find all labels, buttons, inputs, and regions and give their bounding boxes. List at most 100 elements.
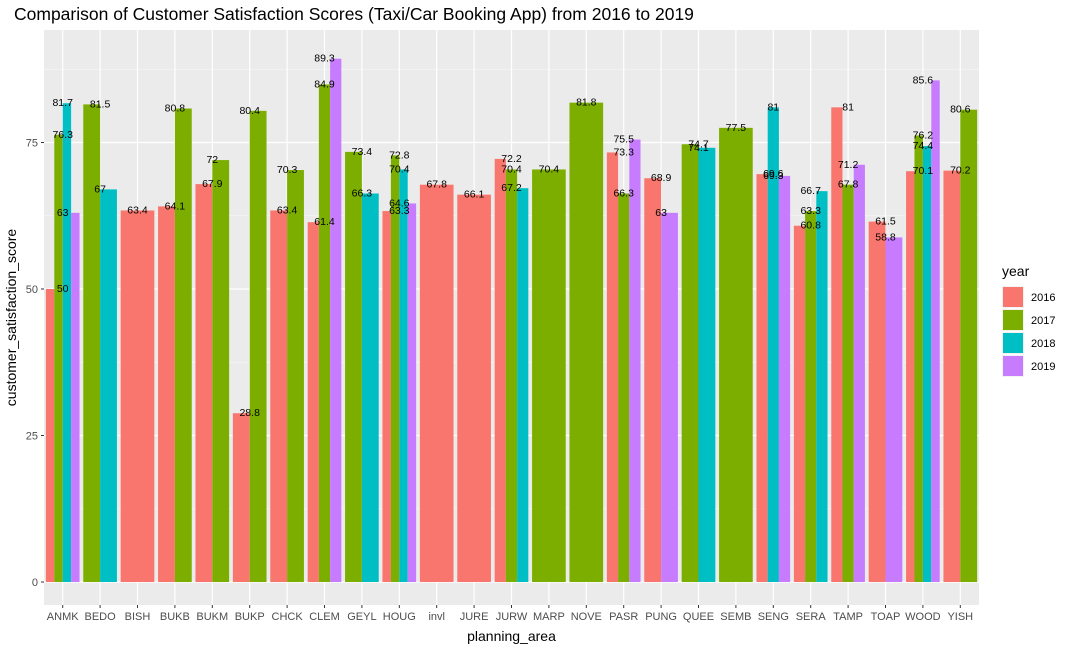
value-label-BEDO-2018: 67 bbox=[94, 183, 106, 195]
value-label-HOUG-2018: 70.4 bbox=[389, 163, 410, 175]
value-label-layer: 50 76.3 81.7 63 81.5 67 63.4 64.1 80.8 67.9 72 28.8… bbox=[52, 53, 970, 420]
bar-SENG-2016 bbox=[756, 174, 768, 583]
x-tick-label: SERA bbox=[796, 611, 827, 623]
value-label-SERA-2016: 60.8 bbox=[800, 220, 821, 232]
bar-CHCK-2016 bbox=[270, 210, 288, 582]
legend-swatch-2016 bbox=[1003, 287, 1023, 307]
legend: year 2016 2017 2018 2019 bbox=[1002, 263, 1055, 377]
y-axis-title: customer_satisfaction_score bbox=[3, 229, 19, 407]
value-label-QUEE-2018: 74.1 bbox=[688, 142, 709, 154]
value-label-ANMK-2019: 63 bbox=[57, 207, 69, 219]
bar-BUKP-2017 bbox=[249, 110, 267, 582]
bar-MARP-2017 bbox=[532, 169, 566, 582]
legend-swatch-2017 bbox=[1003, 310, 1023, 330]
x-tick-label: JURW bbox=[496, 611, 528, 623]
bar-YISH-2017 bbox=[960, 109, 978, 583]
bar-CLEM-2016 bbox=[307, 222, 319, 583]
value-label-GEYL-2017: 73.4 bbox=[352, 146, 373, 158]
value-label-TOAP-2016: 61.5 bbox=[875, 216, 896, 228]
bar-HOUG-2016 bbox=[382, 211, 391, 582]
value-label-SERA-2018: 66.7 bbox=[800, 185, 821, 197]
bar-QUEE-2017 bbox=[681, 144, 699, 582]
value-label-HOUG-2017: 72.8 bbox=[389, 149, 410, 161]
bar-GEYL-2017 bbox=[345, 151, 362, 582]
x-tick-label: MARP bbox=[533, 611, 565, 623]
x-tick-label: invl bbox=[428, 611, 445, 623]
value-label-TOAP-2019: 58.8 bbox=[875, 231, 896, 243]
value-label-CHCK-2016: 63.4 bbox=[277, 204, 298, 216]
value-label-SENG-2018: 81 bbox=[767, 101, 779, 113]
bar-BISH-2016 bbox=[120, 210, 155, 582]
value-label-BUKB-2016: 64.1 bbox=[165, 200, 186, 212]
x-tick-label: NOVE bbox=[571, 611, 602, 623]
bar-SERA-2016 bbox=[793, 225, 806, 582]
bar-BUKB-2017 bbox=[174, 108, 192, 583]
value-label-JURE-2016: 66.1 bbox=[464, 189, 485, 201]
value-label-GEYL-2018: 66.3 bbox=[352, 187, 373, 199]
bar-ANMK-2017 bbox=[54, 134, 63, 582]
y-tick-label: 50 bbox=[26, 284, 38, 296]
bar-HOUG-2017 bbox=[390, 155, 400, 582]
bar-CLEM-2019 bbox=[330, 58, 342, 582]
value-label-CLEM-2019: 89.3 bbox=[314, 53, 335, 65]
bar-CLEM-2017 bbox=[318, 84, 331, 583]
bar-PASR-2016 bbox=[606, 152, 619, 582]
x-tick-label: TOAP bbox=[871, 611, 901, 623]
bar-TOAP-2019 bbox=[885, 237, 903, 582]
value-label-JURW-2017: 70.4 bbox=[501, 163, 522, 175]
value-label-QUEE-2017: 74.7 bbox=[688, 138, 709, 150]
value-label-PASR-2016: 73.3 bbox=[613, 146, 634, 158]
bar-JURE-2016 bbox=[457, 194, 491, 583]
y-tick-label: 25 bbox=[26, 431, 38, 443]
legend-label-2016: 2016 bbox=[1031, 292, 1055, 304]
value-label-HOUG-2016: 63.3 bbox=[389, 205, 410, 217]
bar-layer bbox=[45, 58, 978, 583]
x-tick-label: PASR bbox=[609, 611, 638, 623]
y-tick-label: 0 bbox=[32, 577, 38, 589]
bar-SENG-2019 bbox=[778, 175, 791, 583]
value-label-BUKM-2016: 67.9 bbox=[202, 178, 223, 190]
x-tick-label: ANMK bbox=[47, 611, 79, 623]
value-label-JURW-2016: 72.2 bbox=[501, 153, 522, 165]
value-label-CHCK-2017: 70.3 bbox=[277, 164, 298, 176]
value-label-SENG-2019: 69.3 bbox=[763, 170, 784, 182]
bar-JURW-2017 bbox=[505, 169, 518, 582]
bar-GEYL-2018 bbox=[361, 193, 379, 582]
value-label-BISH-2016: 63.4 bbox=[127, 204, 148, 216]
value-label-SENG-2016: 69.6 bbox=[763, 168, 784, 180]
value-label-TAMP-2019: 71.2 bbox=[838, 159, 859, 171]
bar-BEDO-2017 bbox=[83, 104, 101, 582]
value-label-BUKP-2016: 28.8 bbox=[239, 407, 260, 419]
x-tick-label: TAMP bbox=[833, 611, 863, 623]
value-label-SERA-2017: 63.3 bbox=[800, 205, 821, 217]
bar-JURW-2016 bbox=[494, 158, 506, 582]
x-tick-label: BISH bbox=[125, 611, 151, 623]
bar-BUKM-2016 bbox=[195, 184, 213, 582]
legend-title: year bbox=[1002, 263, 1030, 279]
bar-WOOD-2019 bbox=[931, 80, 940, 582]
bar-TAMP-2016 bbox=[831, 107, 843, 582]
x-tick-label: BEDO bbox=[85, 611, 117, 623]
x-tick-label: SEMB bbox=[720, 611, 751, 623]
bar-invl-2016 bbox=[419, 184, 454, 582]
x-tick-label: SENG bbox=[758, 611, 789, 623]
bar-BUKM-2017 bbox=[212, 160, 230, 582]
value-label-invl-2016: 67.8 bbox=[426, 179, 447, 191]
x-tick-label: QUEE bbox=[683, 611, 714, 623]
legend-label-2019: 2019 bbox=[1031, 361, 1055, 373]
bar-PASR-2017 bbox=[618, 193, 630, 582]
bar-JURW-2018 bbox=[517, 188, 529, 582]
value-label-BUKP-2017: 80.4 bbox=[239, 105, 260, 117]
bar-SENG-2018 bbox=[767, 107, 779, 582]
x-tick-label: BUKM bbox=[196, 611, 228, 623]
value-label-PUNG-2019: 63 bbox=[655, 207, 667, 219]
value-label-ANMK-2018: 81.7 bbox=[52, 97, 73, 109]
bar-BUKP-2016 bbox=[232, 413, 250, 582]
bar-YISH-2016 bbox=[943, 170, 961, 583]
bar-QUEE-2018 bbox=[698, 147, 716, 583]
bar-TAMP-2019 bbox=[853, 164, 865, 582]
x-tick-label: WOOD bbox=[905, 611, 940, 623]
value-label-CLEM-2017: 84.9 bbox=[314, 78, 335, 90]
bar-SERA-2017 bbox=[805, 211, 817, 582]
